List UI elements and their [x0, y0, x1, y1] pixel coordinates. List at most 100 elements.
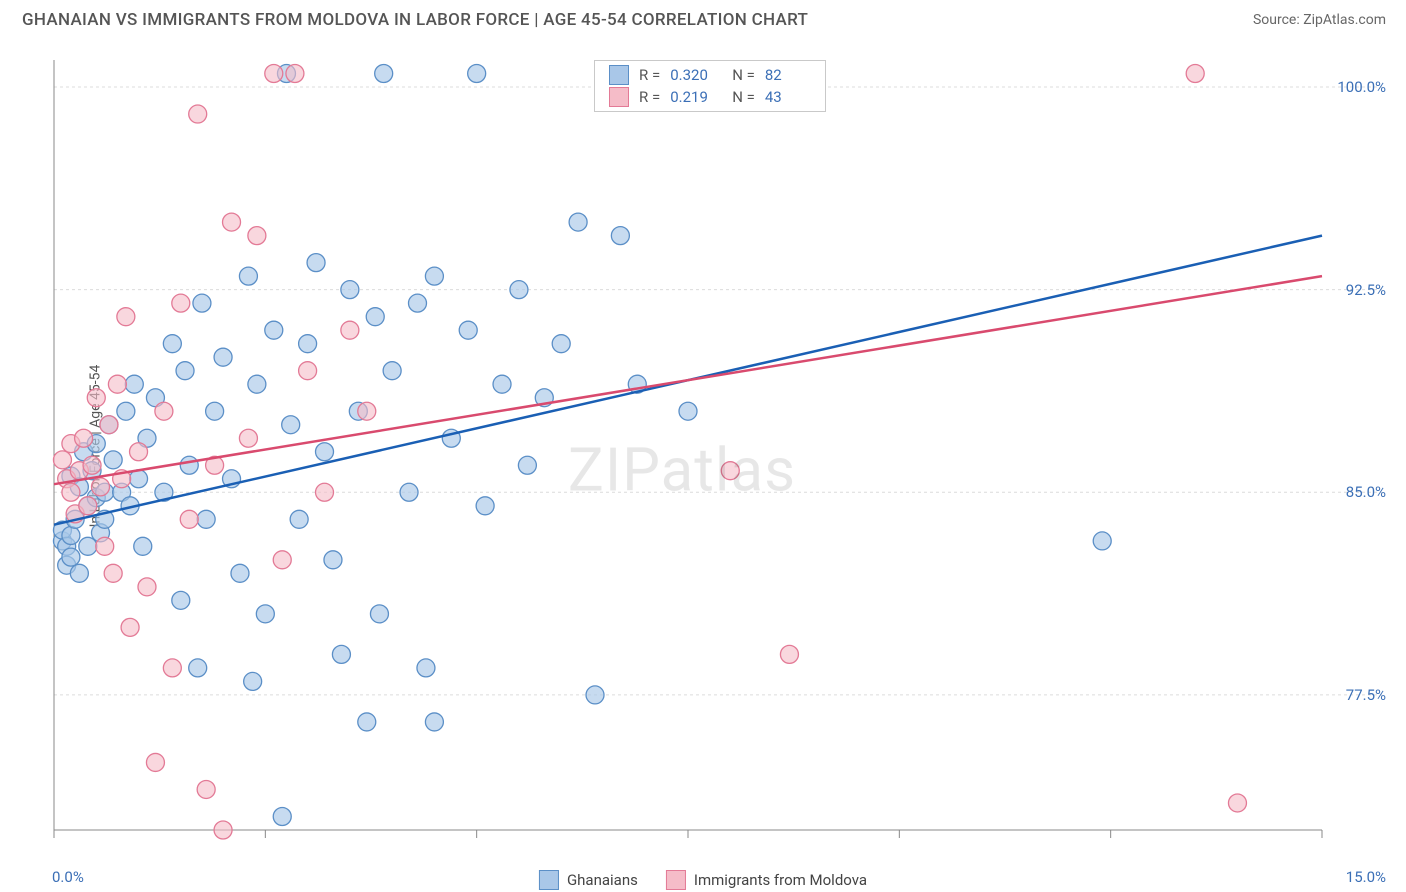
data-point — [214, 348, 232, 366]
data-point — [163, 335, 181, 353]
source-prefix: Source: — [1253, 12, 1303, 28]
data-point — [206, 402, 224, 420]
data-point — [375, 65, 393, 83]
data-point — [91, 478, 109, 496]
data-point — [130, 443, 148, 461]
data-point — [231, 564, 249, 582]
data-point — [780, 645, 798, 663]
y-tick-label: 77.5% — [1346, 686, 1386, 704]
data-point — [138, 578, 156, 596]
legend-stat-row: R =0.219N =43 — [609, 87, 811, 107]
legend-r-label: R = — [639, 88, 660, 106]
legend-stat-row: R =0.320N =82 — [609, 65, 811, 85]
data-point — [341, 281, 359, 299]
data-point — [299, 362, 317, 380]
data-point — [341, 321, 359, 339]
legend-r-value: 0.219 — [670, 88, 716, 106]
correlation-legend: R =0.320N =82R =0.219N =43 — [594, 60, 826, 112]
legend-swatch — [539, 870, 559, 890]
legend-item: Immigrants from Moldova — [666, 870, 867, 890]
data-point — [176, 362, 194, 380]
data-point — [400, 483, 418, 501]
data-point — [408, 294, 426, 312]
data-point — [108, 375, 126, 393]
data-point — [180, 456, 198, 474]
data-point — [83, 456, 101, 474]
data-point — [223, 213, 241, 231]
data-point — [273, 551, 291, 569]
data-point — [366, 308, 384, 326]
data-point — [417, 659, 435, 677]
data-point — [273, 807, 291, 825]
data-point — [679, 402, 697, 420]
data-point — [155, 402, 173, 420]
chart-source: Source: ZipAtlas.com — [1253, 12, 1386, 28]
data-point — [290, 510, 308, 528]
data-point — [721, 462, 739, 480]
legend-swatch — [609, 65, 629, 85]
legend-label: Ghanaians — [567, 871, 638, 889]
data-point — [53, 451, 71, 469]
data-point — [459, 321, 477, 339]
legend-r-value: 0.320 — [670, 66, 716, 84]
data-point — [552, 335, 570, 353]
data-point — [256, 605, 274, 623]
legend-n-value: 82 — [765, 66, 811, 84]
data-point — [134, 537, 152, 555]
legend-swatch — [666, 870, 686, 890]
data-point — [248, 375, 266, 393]
data-point — [370, 605, 388, 623]
data-point — [117, 402, 135, 420]
data-point — [286, 65, 304, 83]
chart-header: GHANAIAN VS IMMIGRANTS FROM MOLDOVA IN L… — [0, 0, 1406, 32]
data-point — [172, 294, 190, 312]
data-point — [299, 335, 317, 353]
data-point — [79, 497, 97, 515]
data-point — [248, 227, 266, 245]
legend-n-label: N = — [732, 66, 755, 84]
legend-label: Immigrants from Moldova — [694, 871, 867, 889]
x-tick-label-min: 0.0% — [52, 868, 84, 886]
data-point — [510, 281, 528, 299]
data-point — [425, 713, 443, 731]
data-point — [316, 443, 334, 461]
scatter-chart-svg — [42, 40, 1396, 860]
data-point — [358, 713, 376, 731]
series-legend: Ghanaians Immigrants from Moldova — [539, 870, 867, 890]
data-point — [425, 267, 443, 285]
legend-item: Ghanaians — [539, 870, 638, 890]
data-point — [146, 753, 164, 771]
data-point — [193, 294, 211, 312]
data-point — [70, 564, 88, 582]
trend-line — [54, 276, 1322, 484]
chart-area: ZIPatlas R =0.320N =82R =0.219N =43 — [42, 40, 1396, 860]
chart-title: GHANAIAN VS IMMIGRANTS FROM MOLDOVA IN L… — [22, 10, 808, 30]
data-point — [239, 429, 257, 447]
data-point — [493, 375, 511, 393]
legend-n-value: 43 — [765, 88, 811, 106]
data-point — [332, 645, 350, 663]
y-tick-label: 85.0% — [1346, 483, 1386, 501]
data-point — [239, 267, 257, 285]
x-tick-label-max: 15.0% — [1346, 868, 1386, 886]
data-point — [1093, 532, 1111, 550]
data-point — [307, 254, 325, 272]
data-point — [197, 780, 215, 798]
data-point — [265, 321, 283, 339]
data-point — [586, 686, 604, 704]
data-point — [324, 551, 342, 569]
data-point — [383, 362, 401, 380]
data-point — [62, 483, 80, 501]
data-point — [197, 510, 215, 528]
data-point — [358, 402, 376, 420]
data-point — [104, 451, 122, 469]
data-point — [244, 672, 262, 690]
data-point — [87, 389, 105, 407]
y-tick-label: 92.5% — [1346, 281, 1386, 299]
data-point — [189, 659, 207, 677]
data-point — [75, 429, 93, 447]
data-point — [180, 510, 198, 528]
data-point — [1228, 794, 1246, 812]
data-point — [104, 564, 122, 582]
data-point — [214, 821, 232, 839]
